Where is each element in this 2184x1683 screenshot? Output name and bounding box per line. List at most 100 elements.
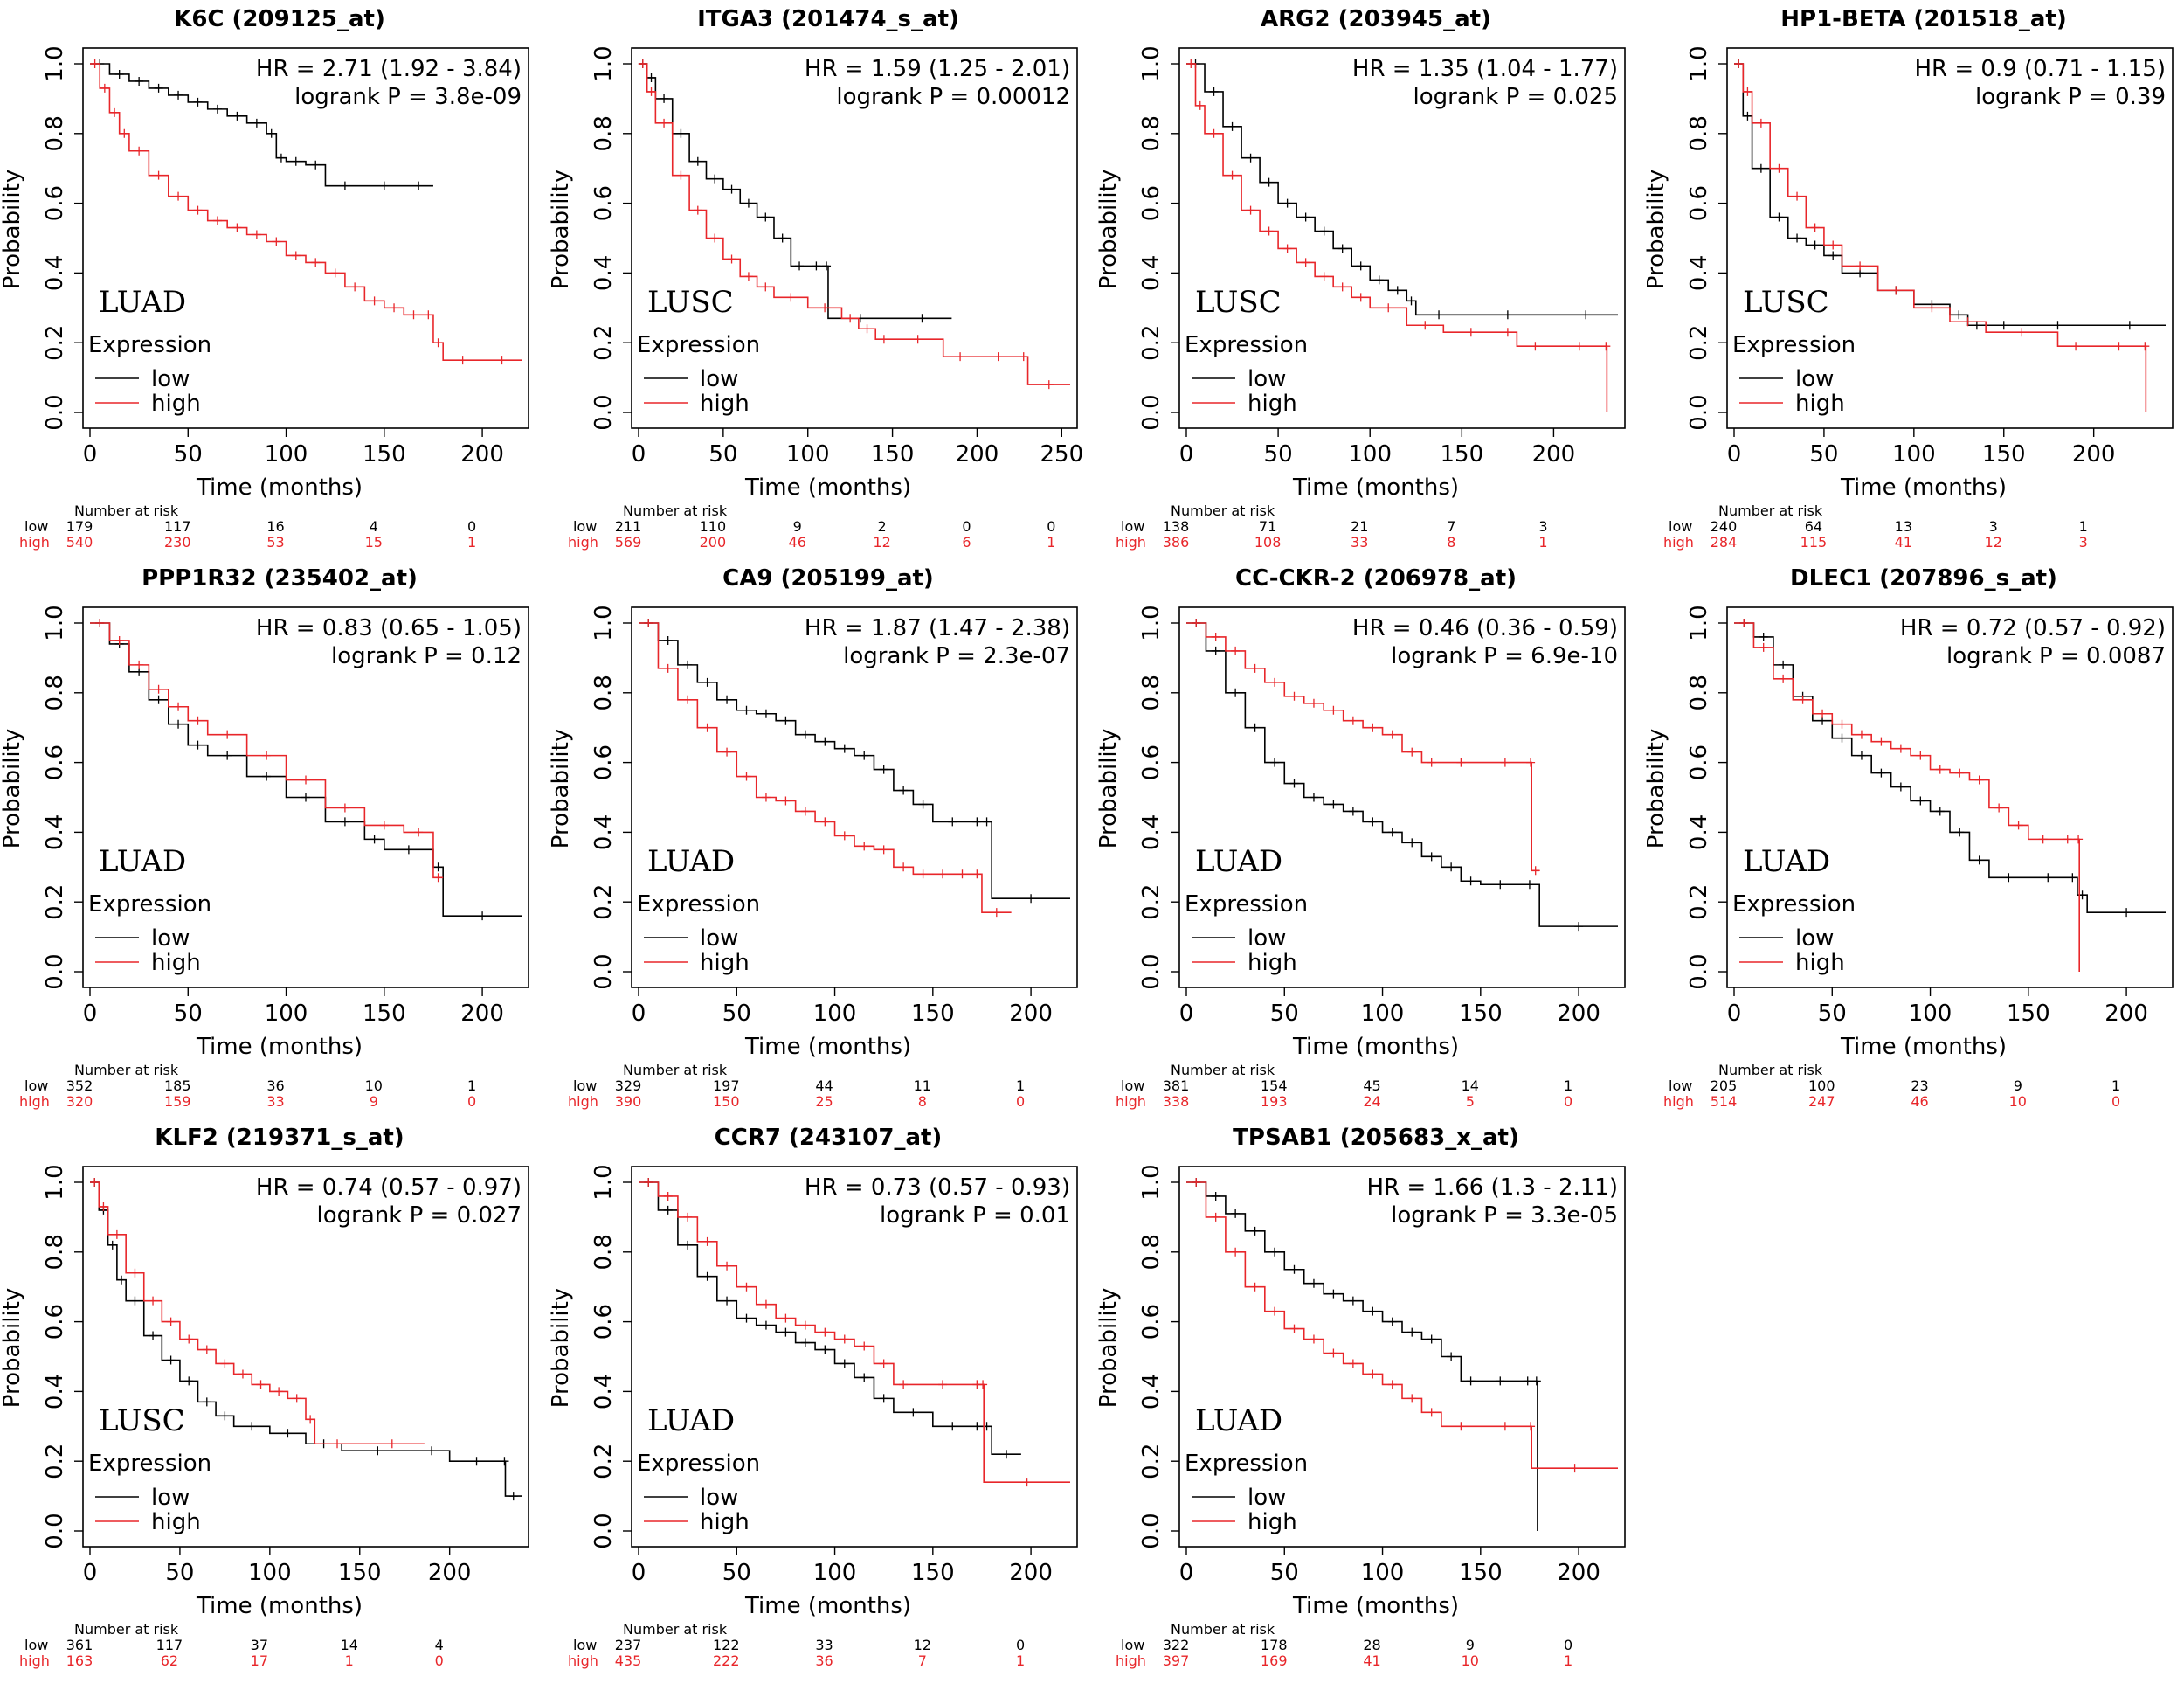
legend-title: Expression (88, 1451, 211, 1477)
plot-frame (631, 47, 1078, 429)
y-tick-label: 0.2 (591, 884, 617, 920)
plot-frame (82, 1166, 529, 1548)
y-tick-label: 0.2 (591, 1444, 617, 1479)
y-tick-label: 0.0 (591, 1513, 617, 1548)
censor-mark-low (710, 174, 720, 184)
censor-mark-low (1810, 240, 1820, 250)
plot-frame (631, 1166, 1078, 1548)
censor-mark-low (761, 709, 771, 718)
risk-table-header: Number at risk (74, 502, 179, 519)
censor-mark-high (663, 1191, 673, 1201)
x-tick-label: 150 (363, 441, 406, 468)
censor-mark-low (1574, 922, 1584, 932)
risk-count-low: 9 (2014, 1077, 2022, 1094)
y-axis-label: Probability (1095, 1288, 1122, 1408)
censor-mark-low (212, 104, 222, 114)
censor-mark-high (761, 793, 771, 802)
censor-mark-high (1779, 674, 1788, 683)
logrank-p: logrank P = 0.39 (1975, 84, 2166, 110)
censor-mark-high (1526, 1422, 1536, 1431)
censor-mark-low (1496, 880, 1505, 890)
censor-mark-high (761, 1299, 771, 1309)
censor-mark-high (2114, 342, 2124, 351)
censor-mark-high (1856, 730, 1866, 739)
risk-count-high: 5 (1466, 1093, 1475, 1110)
risk-count-high: 1 (467, 534, 476, 551)
x-tick-label: 150 (363, 1001, 406, 1027)
censor-mark-high (1916, 751, 1925, 760)
x-tick-label: 150 (338, 1560, 382, 1586)
risk-count-high: 41 (1895, 534, 1912, 551)
survival-curve-high (90, 1181, 425, 1445)
censor-mark-high (683, 695, 693, 704)
censor-mark-high (1974, 775, 1984, 785)
censor-mark-high (2017, 328, 2027, 337)
km-panel: K6C (209125_at) 0.0 0.2 0.4 0.6 0.8 1.0 Probabi… (0, 6, 529, 551)
censor-mark-low (500, 1457, 509, 1466)
censor-mark-high (820, 1327, 830, 1337)
censor-mark-low (1309, 793, 1318, 802)
censor-mark-low (1227, 121, 1237, 131)
censor-mark-low (693, 156, 702, 166)
y-tick-label: 0.6 (591, 1304, 617, 1340)
censor-mark-low (742, 1313, 751, 1323)
risk-count-low: 23 (1911, 1077, 1928, 1094)
risk-count-high: 200 (700, 534, 727, 551)
x-tick-label: 100 (1361, 1001, 1405, 1027)
y-tick-label: 0.0 (42, 1513, 68, 1548)
km-panel: PPP1R32 (235402_at) 0.0 0.2 0.4 0.6 0.8 1.0 Pro… (0, 565, 529, 1110)
hazard-ratio: HR = 0.73 (0.57 - 0.93) (805, 1174, 1070, 1201)
legend-title: Expression (1185, 1451, 1308, 1477)
risk-count-high: 1 (1016, 1652, 1025, 1669)
censor-mark-high (2063, 835, 2072, 844)
x-tick-label: 100 (1348, 441, 1392, 468)
risk-row-label-high: high (19, 1093, 50, 1110)
censor-mark-low (1270, 1247, 1280, 1257)
censor-mark-high (223, 730, 232, 739)
survival-curve-low (639, 622, 1070, 900)
x-tick-label: 50 (1809, 441, 1838, 468)
legend-label-low: low (151, 1485, 190, 1511)
censor-mark-high (110, 107, 120, 117)
censor-mark-high (1456, 1422, 1466, 1431)
x-tick-label: 50 (174, 1001, 203, 1027)
risk-count-high: 8 (918, 1093, 927, 1110)
y-axis-label: Probability (1095, 729, 1122, 848)
risk-count-high: 41 (1363, 1652, 1380, 1669)
censor-mark-low (899, 786, 909, 795)
risk-count-high: 17 (251, 1652, 268, 1669)
risk-count-low: 100 (1808, 1077, 1835, 1094)
survival-curve-high (1186, 1181, 1618, 1469)
y-tick-label: 0.4 (1138, 1374, 1165, 1409)
x-tick-label: 150 (911, 1560, 955, 1586)
censor-mark-high (676, 170, 686, 180)
x-tick-label: 0 (1727, 441, 1742, 468)
censor-mark-low (154, 83, 163, 93)
km-panel: ARG2 (203945_at) 0.0 0.2 0.4 0.6 0.8 1.0 Probab… (1095, 6, 1626, 551)
censor-mark-low (414, 181, 424, 190)
legend-label-high: high (1248, 391, 1297, 417)
censor-mark-high (683, 1212, 693, 1222)
censor-mark-high (387, 1439, 397, 1449)
censor-mark-low (1289, 779, 1299, 788)
legend-title: Expression (1732, 891, 1856, 918)
risk-row-label-low: low (1121, 1077, 1144, 1094)
x-tick-label: 250 (1040, 441, 1083, 468)
y-tick-label: 0.8 (1138, 675, 1165, 710)
censor-mark-low (820, 737, 830, 746)
y-tick-label: 0.8 (42, 115, 68, 151)
censor-mark-low (1209, 87, 1219, 96)
censor-mark-low (193, 740, 203, 750)
censor-mark-high (1356, 293, 1365, 302)
censor-mark-low (800, 1338, 810, 1347)
risk-count-low: 3 (1989, 518, 1998, 535)
risk-row-label-low: low (1121, 1637, 1144, 1653)
censor-mark-high (938, 869, 948, 879)
censor-mark-low (1406, 296, 1416, 306)
km-panel: ITGA3 (201474_s_at) 0.0 0.2 0.4 0.6 0.8 1.0 Pro… (548, 6, 1083, 551)
km-panel: CA9 (205199_at) 0.0 0.2 0.4 0.6 0.8 1.0 Probabi… (548, 565, 1078, 1110)
risk-count-high: 3 (2079, 534, 2088, 551)
censor-mark-low (840, 1359, 849, 1368)
y-tick-label: 0.4 (1138, 814, 1165, 850)
x-tick-label: 200 (956, 441, 999, 468)
